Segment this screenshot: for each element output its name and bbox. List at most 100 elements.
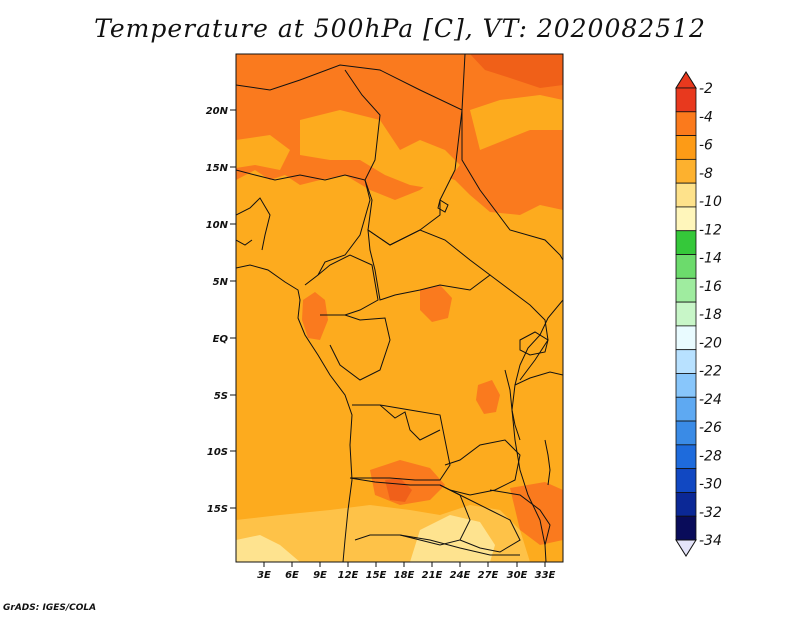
colorbar-segment (675, 420, 697, 446)
lon-tick-30E: 30E (507, 562, 528, 581)
colorbar-label: -24 (699, 392, 722, 408)
svg-text:24E: 24E (450, 570, 471, 581)
lat-tick-5S: 5S (214, 391, 236, 402)
field-spot-congo (420, 285, 452, 322)
field-paler-south (236, 535, 300, 562)
border-west-lines (236, 197, 271, 251)
border-drc-east (489, 274, 549, 381)
lon-tick-27E: 27E (478, 562, 499, 581)
colorbar-segment (675, 158, 697, 184)
colorbar-label: -18 (699, 307, 722, 323)
border-angola (350, 404, 451, 481)
colorbar-label: -14 (699, 251, 722, 267)
lat-tick-10N: 10N (206, 220, 236, 231)
colorbar-segment (675, 492, 697, 517)
lon-tick-12E: 12E (338, 562, 359, 581)
svg-text:15N: 15N (206, 163, 229, 174)
svg-text:5S: 5S (214, 391, 228, 402)
colorbar: -2 -4 -6 -8 -10 -12 -14 -16 -18 -20 -22 -24 -26 -28 -3… (675, 71, 722, 557)
border-congo (329, 314, 391, 381)
border-nigeria (236, 169, 371, 286)
svg-text:EQ: EQ (213, 334, 229, 345)
field-mid-north (300, 110, 460, 190)
border-zim-moz (489, 489, 551, 546)
field-warm-north (236, 54, 563, 215)
colorbar-segment (675, 277, 697, 303)
colorbar-segment (675, 230, 697, 255)
svg-text:9E: 9E (313, 570, 327, 581)
temperature-field (236, 54, 563, 562)
lat-tick-5N: 5N (213, 277, 236, 288)
border-guinea (236, 239, 253, 246)
field-hot-angola (385, 478, 412, 502)
colorbar-label: -26 (699, 420, 722, 436)
colorbar-segment (675, 87, 697, 113)
colorbar-label: -28 (699, 448, 722, 464)
border-namibia (349, 477, 471, 546)
svg-text:3E: 3E (257, 570, 271, 581)
colorbar-segment (675, 468, 697, 493)
colorbar-segment (675, 396, 697, 422)
lon-tick-9E: 9E (313, 562, 327, 581)
colorbar-label: -32 (699, 505, 722, 521)
field-mid-north-2 (236, 135, 290, 170)
lake-malawi (544, 439, 551, 486)
svg-text:21E: 21E (422, 570, 443, 581)
lon-tick-21E: 21E (422, 562, 443, 581)
border-car (367, 228, 491, 301)
colorbar-label: -22 (699, 364, 722, 380)
colorbar-segment (675, 111, 697, 136)
colorbar-segment (675, 373, 697, 398)
map-borders (236, 54, 563, 562)
field-paler-south-2 (410, 515, 495, 562)
colorbar-bottom-arrow (675, 539, 697, 557)
lon-tick-33E: 33E (535, 562, 556, 581)
border-angola-n (379, 404, 441, 441)
colorbar-label: -10 (699, 194, 722, 210)
colorbar-label: -34 (699, 533, 722, 549)
field-spot-east (476, 380, 500, 414)
border-tanzania (514, 371, 563, 386)
colorbar-segment (675, 206, 697, 232)
colorbar-label: -20 (699, 335, 722, 351)
lon-tick-6E: 6E (285, 562, 299, 581)
svg-text:10N: 10N (206, 220, 229, 231)
svg-text:33E: 33E (535, 570, 556, 581)
colorbar-top-arrow (675, 71, 697, 89)
border-zambia (444, 439, 521, 496)
border-south (399, 534, 520, 556)
colorbar-segment (675, 515, 697, 541)
lake-tanganyika (504, 369, 521, 441)
map-frame (235, 53, 564, 563)
colorbar-label: -8 (699, 166, 713, 182)
svg-text:6E: 6E (285, 570, 299, 581)
lat-tick-10S: 10S (207, 447, 236, 458)
border-cameroon (317, 254, 379, 316)
field-mid-northeast (470, 95, 563, 150)
svg-text:15E: 15E (366, 570, 387, 581)
border-sudan (461, 110, 563, 261)
svg-text:18E: 18E (394, 570, 415, 581)
svg-text:20N: 20N (206, 106, 229, 117)
colorbar-segment (675, 325, 697, 351)
lon-tick-24E: 24E (450, 562, 471, 581)
lat-tick-EQ: EQ (213, 334, 236, 345)
colorbar-label: -16 (699, 279, 722, 295)
lat-tick-15S: 15S (207, 504, 236, 515)
colorbar-label: -6 (699, 138, 713, 154)
colorbar-segment (675, 135, 697, 160)
grads-credit: GrADS: IGES/COLA (3, 603, 97, 613)
colorbar-segment (675, 444, 697, 470)
svg-text:12E: 12E (338, 570, 359, 581)
svg-text:15S: 15S (207, 504, 228, 515)
colorbar-label: -4 (699, 109, 713, 125)
lat-axis: 20N 15N 10N 5N EQ 5S 10S 15S (206, 106, 236, 515)
lake-chad (437, 199, 449, 213)
chart-title: Temperature at 500hPa [C], VT: 202008251… (94, 14, 706, 43)
coastline-west (236, 264, 353, 562)
lon-tick-18E: 18E (394, 562, 415, 581)
svg-text:30E: 30E (507, 570, 528, 581)
svg-text:27E: 27E (478, 570, 499, 581)
colorbar-label: -12 (699, 222, 722, 238)
